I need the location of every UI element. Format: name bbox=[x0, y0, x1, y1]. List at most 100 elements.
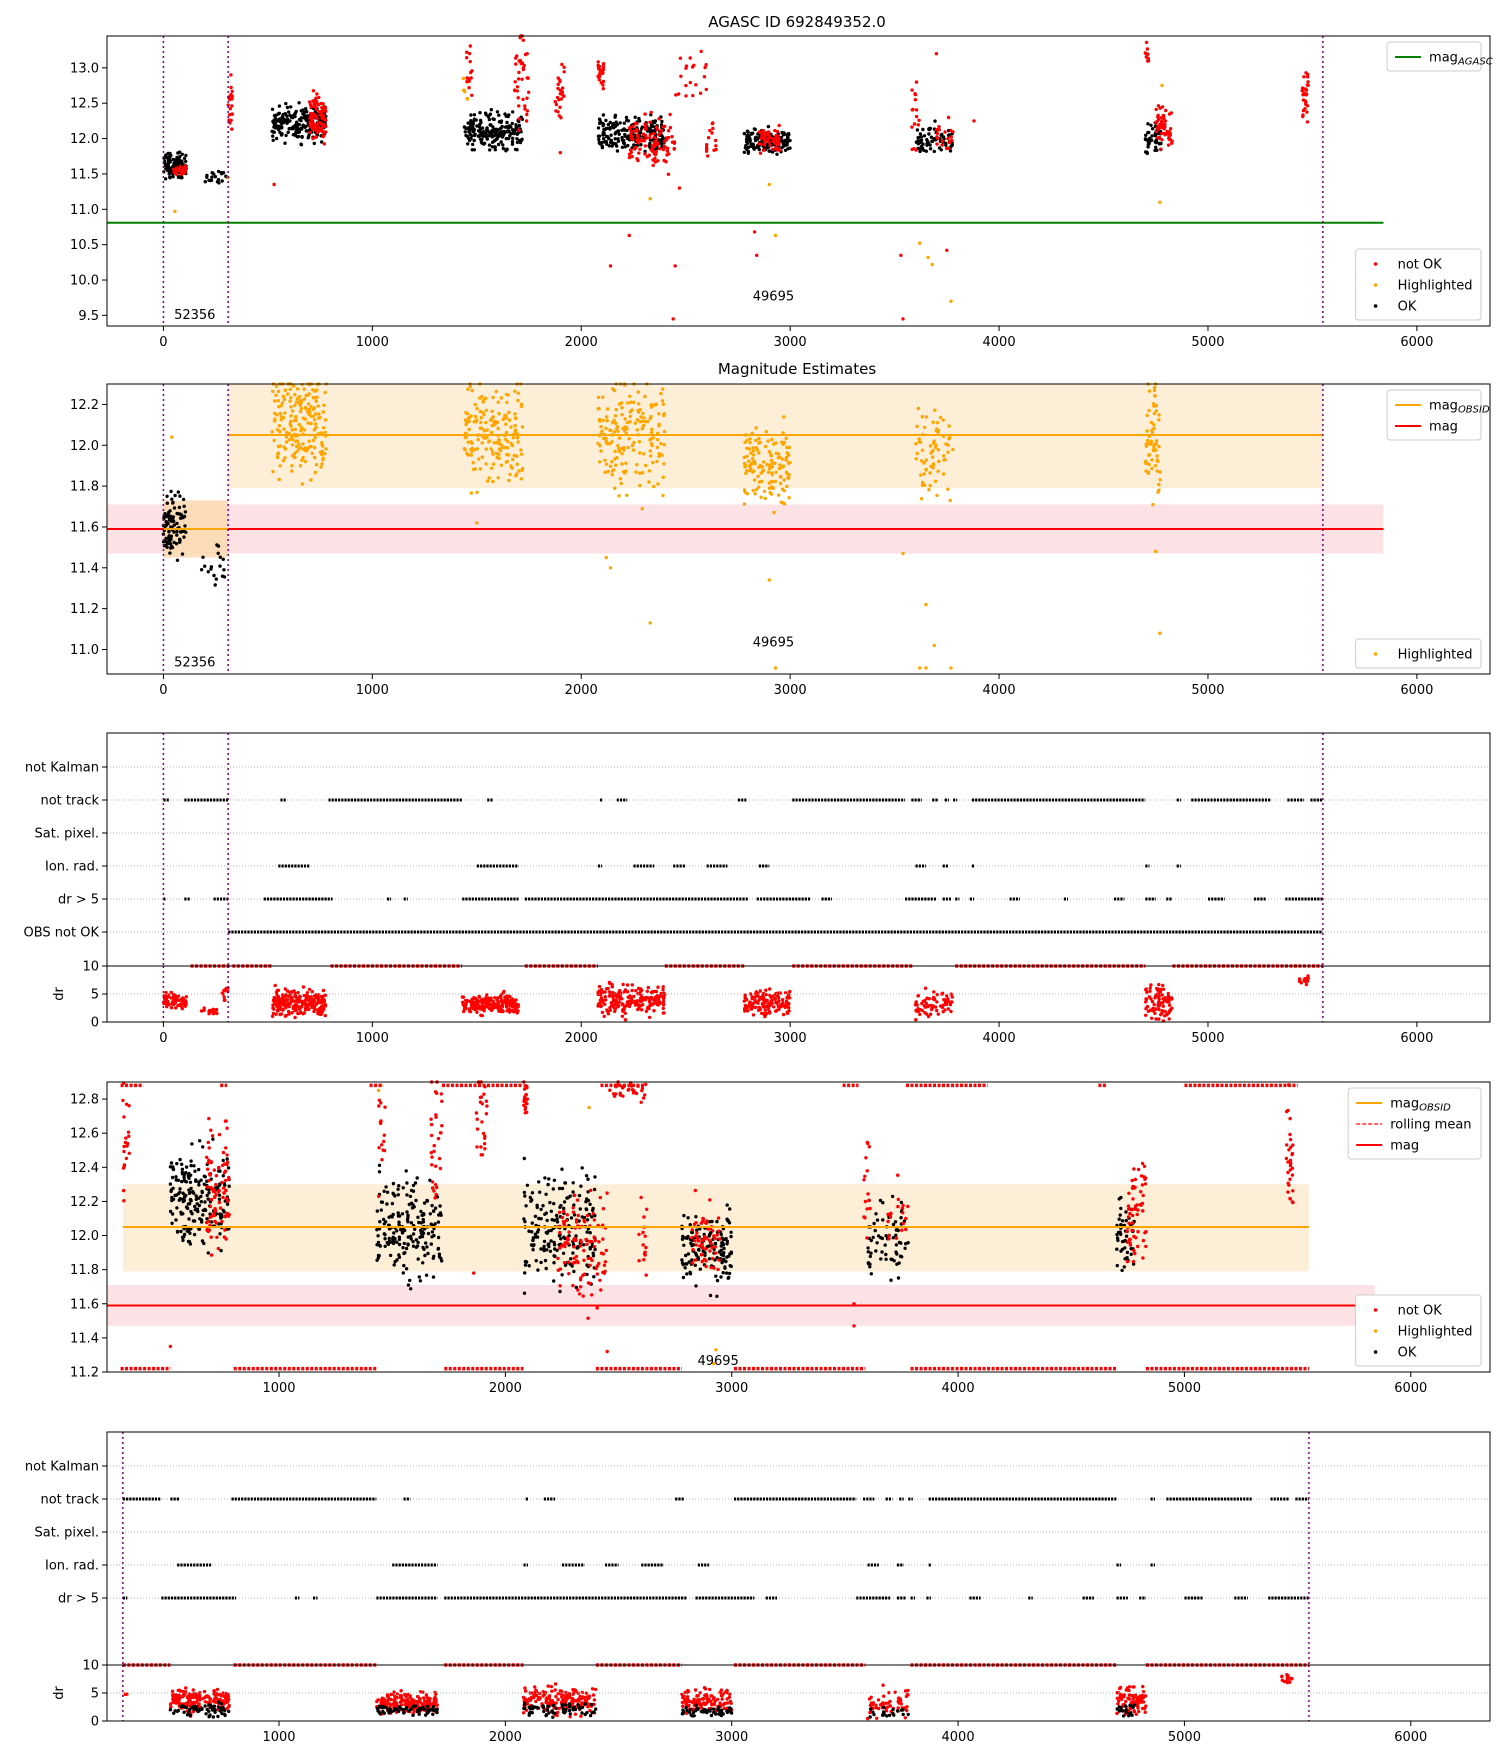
p1-xtick-label: 2000 bbox=[565, 335, 598, 350]
p5-point bbox=[572, 1269, 576, 1274]
p5-point bbox=[712, 1236, 717, 1241]
p4-point bbox=[625, 990, 630, 994]
p1-point bbox=[1160, 83, 1164, 88]
p1-point bbox=[767, 130, 771, 134]
p5-point bbox=[192, 1164, 196, 1168]
p2-point bbox=[314, 399, 318, 403]
p5-point bbox=[479, 1153, 483, 1157]
p5-point bbox=[558, 1205, 562, 1209]
p2-point bbox=[766, 439, 770, 443]
p1-point bbox=[523, 104, 527, 108]
p5-point bbox=[1119, 1232, 1123, 1237]
p2-point bbox=[290, 409, 295, 413]
p5-point bbox=[1125, 1229, 1129, 1234]
p2-point bbox=[289, 396, 293, 400]
p4-point bbox=[489, 996, 493, 1000]
p2-legend-frame bbox=[1386, 389, 1482, 441]
p2-point bbox=[597, 417, 602, 422]
p5-point bbox=[591, 1251, 595, 1255]
p2-point bbox=[467, 427, 471, 432]
p2-point bbox=[507, 478, 511, 483]
p2-point bbox=[480, 426, 484, 431]
p5-point bbox=[402, 1241, 406, 1246]
p1-point bbox=[1163, 119, 1168, 123]
p5-point bbox=[577, 1193, 582, 1198]
p2-xtick-label: 3000 bbox=[774, 683, 807, 698]
p2-point bbox=[745, 446, 749, 450]
p4-point bbox=[482, 998, 486, 1003]
p2-point bbox=[922, 472, 926, 476]
p5-point bbox=[429, 1242, 433, 1246]
p1-obsid-annotation: 52356 bbox=[174, 308, 215, 323]
p2-point bbox=[294, 415, 298, 419]
p5-point bbox=[719, 1248, 723, 1253]
p5-point bbox=[725, 1255, 729, 1259]
p2-point bbox=[309, 444, 313, 449]
p5-point bbox=[1122, 1265, 1127, 1269]
p2-point bbox=[303, 405, 308, 410]
p1-point bbox=[554, 102, 559, 107]
p1-point bbox=[633, 121, 638, 126]
p1-point bbox=[229, 92, 233, 97]
p1-point bbox=[521, 66, 525, 70]
p2-point bbox=[606, 469, 610, 474]
p1-point bbox=[708, 128, 712, 133]
p2-point bbox=[480, 441, 484, 445]
p1-point bbox=[289, 115, 294, 119]
p5-point bbox=[178, 1157, 182, 1162]
p5-point bbox=[389, 1214, 393, 1219]
p2-point bbox=[1144, 444, 1149, 448]
p2-point bbox=[1154, 549, 1158, 554]
p1-point bbox=[227, 118, 231, 122]
p1-point bbox=[673, 264, 677, 268]
p4-point bbox=[473, 1005, 477, 1009]
p1-point bbox=[938, 136, 942, 141]
p2-point bbox=[520, 425, 525, 429]
p1-point bbox=[466, 142, 470, 146]
p5-point bbox=[1115, 1247, 1119, 1251]
p2-point bbox=[770, 437, 774, 442]
p2-point bbox=[782, 489, 786, 493]
p1-point bbox=[163, 177, 168, 181]
p5-point bbox=[1130, 1228, 1134, 1233]
p5-point bbox=[522, 1190, 527, 1195]
p5-point bbox=[523, 1194, 527, 1198]
p1-point bbox=[1149, 138, 1154, 142]
p5-point bbox=[868, 1265, 872, 1269]
p5-point bbox=[539, 1247, 543, 1251]
p2-point bbox=[924, 602, 928, 607]
p5-point bbox=[546, 1182, 550, 1187]
p1-point bbox=[213, 175, 218, 179]
p1-point bbox=[312, 122, 317, 127]
p1-point bbox=[688, 56, 692, 60]
p5-point bbox=[180, 1172, 185, 1176]
p5-point bbox=[713, 1241, 718, 1246]
p2-point bbox=[475, 521, 479, 525]
p1-point bbox=[666, 146, 670, 150]
p1-point bbox=[517, 119, 521, 124]
p5-point bbox=[415, 1176, 419, 1180]
p5-point bbox=[174, 1193, 179, 1197]
p2-point bbox=[1150, 458, 1154, 462]
p5-point bbox=[686, 1252, 691, 1256]
p5-point bbox=[422, 1227, 427, 1231]
p2-point bbox=[497, 452, 501, 457]
p5-point bbox=[1129, 1252, 1133, 1257]
p5-point bbox=[221, 1174, 225, 1178]
p5-xtick-label: 1000 bbox=[262, 1381, 295, 1396]
p5-point bbox=[716, 1267, 720, 1272]
p5-point bbox=[436, 1220, 441, 1224]
p1-frame bbox=[106, 35, 1491, 327]
p2-point bbox=[466, 412, 470, 416]
p5-point bbox=[535, 1205, 539, 1210]
p5-point bbox=[203, 1207, 207, 1212]
p5-point bbox=[223, 1178, 228, 1183]
p1-point bbox=[481, 134, 486, 138]
p5-point bbox=[169, 1189, 173, 1194]
p1-point bbox=[180, 152, 184, 156]
p5-point bbox=[571, 1283, 575, 1288]
p5-point bbox=[121, 1188, 126, 1193]
p2-point bbox=[624, 461, 628, 465]
p5-point bbox=[422, 1201, 427, 1205]
p2-point bbox=[509, 441, 513, 446]
